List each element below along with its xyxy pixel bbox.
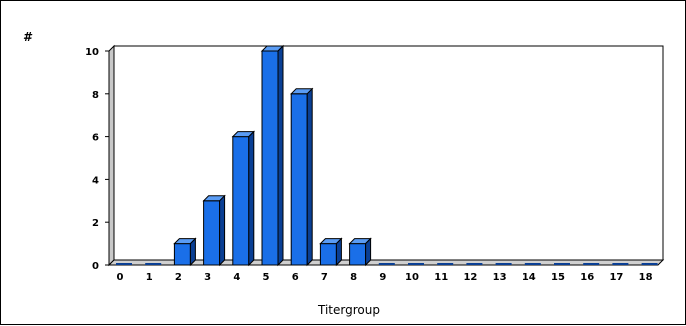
bar	[173, 237, 197, 267]
x-tick-label: 6	[292, 272, 299, 283]
bar-side	[189, 237, 196, 267]
bar	[319, 237, 343, 267]
y-axis-label: #	[23, 30, 33, 44]
x-tick-label: 16	[580, 272, 594, 283]
bar	[348, 237, 372, 267]
bar	[231, 130, 256, 267]
bar-side	[277, 44, 284, 267]
x-tick-label: 15	[551, 272, 565, 283]
x-tick-label: 18	[639, 272, 653, 283]
x-tick-label: 4	[233, 272, 240, 283]
bar-zero	[524, 263, 541, 265]
bar-front	[349, 243, 367, 266]
y-tick-label: 10	[85, 47, 99, 58]
bars-group	[116, 44, 658, 267]
bar-zero	[466, 263, 483, 265]
bar-side	[219, 194, 226, 267]
x-tick-label: 1	[146, 272, 153, 283]
bar-front	[261, 50, 279, 266]
y-tick-label: 8	[92, 90, 99, 101]
bar-zero	[378, 263, 395, 265]
x-tick-label: 3	[204, 272, 211, 283]
x-tick-label: 10	[405, 272, 419, 283]
bar-side	[248, 130, 255, 267]
x-tick-label: 14	[522, 272, 536, 283]
y-tick-label: 6	[92, 133, 99, 144]
bar-front	[173, 243, 191, 266]
bar-zero	[408, 263, 424, 265]
x-tick-label: 11	[434, 272, 448, 283]
x-tick-label: 0	[117, 272, 124, 283]
bar-zero	[612, 263, 629, 265]
bar-zero	[437, 263, 454, 265]
bar-front	[232, 136, 250, 266]
chart-walls	[107, 44, 665, 267]
y-axis-ticks: 0 2 4 6 8 10	[85, 47, 109, 272]
x-tick-label: 13	[493, 272, 507, 283]
x-tick-label: 9	[379, 272, 386, 283]
bar-zero	[145, 263, 162, 265]
bar-front	[290, 93, 308, 266]
bar-side	[365, 237, 372, 267]
x-axis-title: Titergroup	[317, 303, 380, 317]
bar	[202, 194, 226, 267]
bar-zero	[583, 263, 600, 265]
bar	[289, 87, 314, 267]
bar-zero	[495, 263, 512, 265]
side-wall	[108, 44, 115, 267]
x-axis-ticks: 0 1 2 3 4 5 6 7 8 9 10 11 12 13 14 15 16 17 18	[117, 272, 653, 283]
bar-side	[335, 237, 342, 267]
x-tick-label: 7	[321, 272, 328, 283]
x-tick-label: 8	[350, 272, 357, 283]
back-wall	[113, 45, 664, 261]
bar-side	[306, 87, 313, 267]
bar	[260, 44, 285, 267]
x-tick-label: 17	[609, 272, 623, 283]
x-tick-label: 2	[175, 272, 182, 283]
bar-front	[319, 243, 337, 266]
bar-zero	[116, 263, 132, 265]
y-tick-label: 2	[92, 218, 99, 229]
bar-front	[203, 200, 221, 266]
x-tick-label: 5	[263, 272, 270, 283]
y-tick-label: 4	[92, 175, 99, 186]
x-tick-label: 12	[463, 272, 477, 283]
bar-zero	[554, 263, 570, 265]
bar-zero	[641, 263, 658, 265]
y-tick-label: 0	[92, 261, 99, 272]
